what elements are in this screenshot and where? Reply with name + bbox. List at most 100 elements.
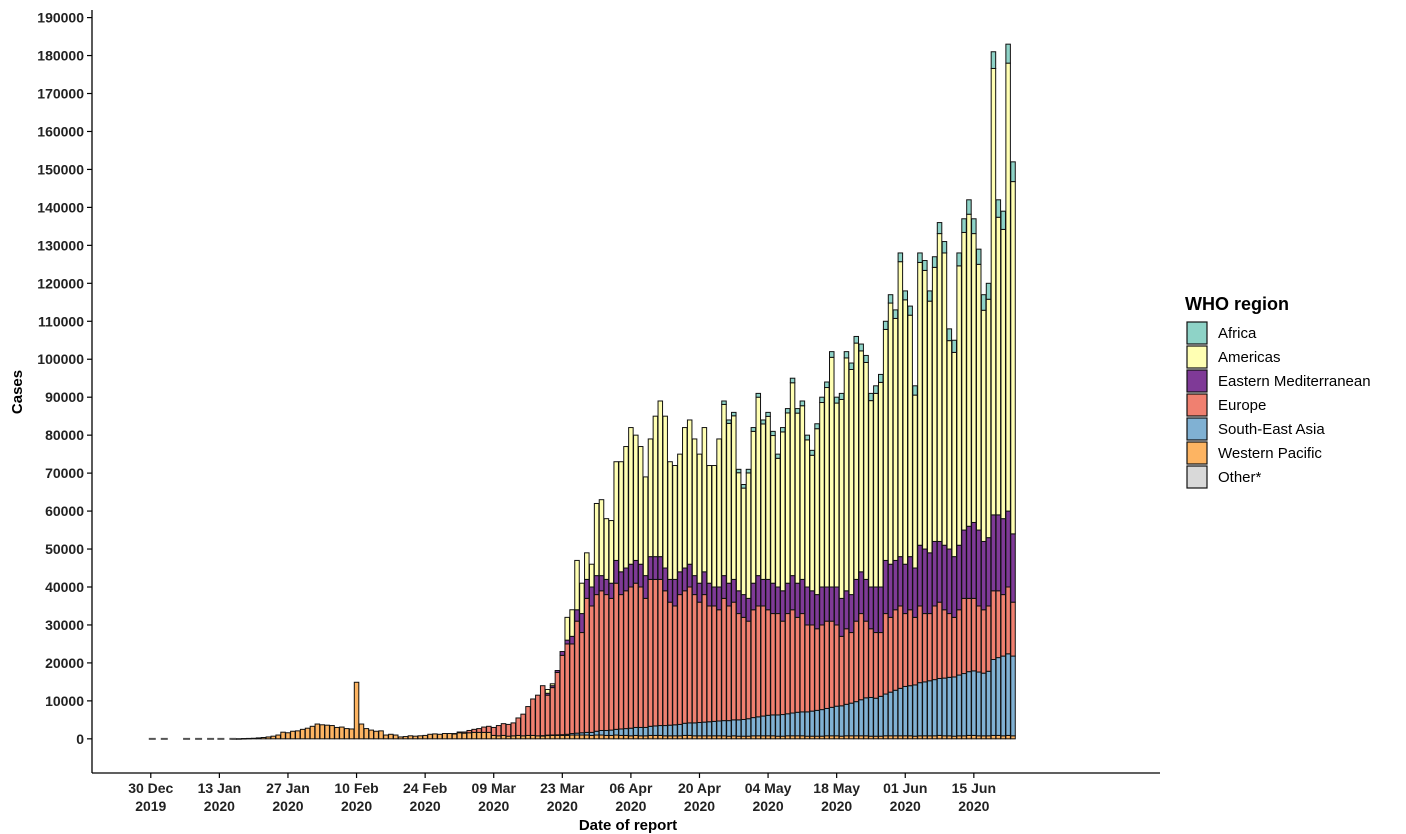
bar-americas bbox=[574, 559, 580, 611]
bar-africa bbox=[951, 339, 957, 353]
bar-south-east-asia bbox=[966, 671, 972, 736]
bar-europe bbox=[613, 582, 619, 730]
bar-americas bbox=[765, 415, 771, 580]
bar-south-east-asia bbox=[701, 721, 708, 737]
bar-europe bbox=[564, 643, 570, 735]
bar-western-pacific bbox=[603, 734, 610, 740]
bar-western-pacific bbox=[593, 734, 600, 740]
bar-europe bbox=[569, 643, 575, 735]
bar-south-east-asia bbox=[603, 729, 610, 736]
bar-south-east-asia bbox=[784, 713, 791, 737]
bar-south-east-asia bbox=[667, 724, 673, 737]
bar-americas bbox=[598, 499, 605, 577]
bar-western-pacific bbox=[686, 734, 693, 740]
bar-eastern-mediterranean bbox=[789, 575, 796, 611]
bar-europe bbox=[946, 613, 953, 678]
bar-eastern-mediterranean bbox=[922, 548, 928, 615]
bar-europe bbox=[726, 605, 732, 722]
bar-eastern-mediterranean bbox=[926, 552, 933, 615]
bar-eastern-mediterranean bbox=[843, 590, 850, 630]
bar-eastern-mediterranean bbox=[814, 594, 820, 630]
bar-americas bbox=[848, 368, 855, 596]
bar-south-east-asia bbox=[951, 676, 957, 737]
x-tick-label-year: 2020 bbox=[684, 798, 715, 814]
x-tick-label-year: 2020 bbox=[615, 798, 646, 814]
bar-africa bbox=[731, 411, 737, 417]
x-tick-label-year: 2019 bbox=[135, 798, 166, 814]
bar-south-east-asia bbox=[971, 670, 977, 736]
y-tick-label: 100000 bbox=[37, 351, 84, 367]
bar-europe bbox=[936, 601, 943, 679]
bar-south-east-asia bbox=[789, 712, 796, 737]
bar-europe bbox=[873, 632, 879, 699]
bar-eastern-mediterranean bbox=[887, 563, 894, 618]
bar-africa bbox=[833, 396, 840, 404]
bar-western-pacific bbox=[353, 681, 360, 740]
bar-europe bbox=[461, 731, 468, 734]
bar-europe bbox=[829, 620, 835, 708]
bar-americas bbox=[877, 381, 884, 588]
bar-western-pacific bbox=[995, 734, 1002, 740]
bar-eastern-mediterranean bbox=[750, 582, 757, 611]
bar-europe bbox=[637, 586, 644, 728]
bar-europe bbox=[897, 605, 904, 689]
bar-americas bbox=[593, 502, 600, 577]
legend-label: Africa bbox=[1218, 325, 1257, 342]
bar-europe bbox=[951, 616, 957, 678]
y-tick-label: 140000 bbox=[37, 199, 84, 215]
bar-europe bbox=[481, 726, 487, 733]
bar-americas bbox=[902, 299, 909, 565]
bar-africa bbox=[735, 468, 742, 474]
bar-americas bbox=[882, 328, 889, 561]
bar-americas bbox=[784, 412, 791, 584]
bar-africa bbox=[755, 392, 762, 398]
bar-western-pacific bbox=[314, 723, 321, 740]
bar-south-east-asia bbox=[735, 719, 742, 737]
bar-africa bbox=[775, 453, 781, 459]
bar-africa bbox=[892, 309, 899, 319]
bar-africa bbox=[936, 222, 943, 235]
bar-europe bbox=[608, 597, 615, 731]
bar-western-pacific bbox=[378, 730, 384, 740]
bar-europe bbox=[775, 613, 781, 716]
bar-eastern-mediterranean bbox=[603, 578, 610, 596]
bar-eastern-mediterranean bbox=[946, 548, 953, 615]
bar-europe bbox=[598, 590, 605, 731]
bar-americas bbox=[608, 520, 615, 584]
bar-africa bbox=[780, 427, 786, 433]
bar-south-east-asia bbox=[975, 671, 982, 737]
bar-europe bbox=[574, 620, 580, 734]
bar-western-pacific bbox=[515, 734, 521, 740]
bar-eastern-mediterranean bbox=[971, 521, 977, 599]
y-axis-ticks: 0 10000 20000 30000 40000 50000 60000 70000 8000… bbox=[37, 10, 92, 747]
bar-americas bbox=[647, 438, 654, 558]
bar-south-east-asia bbox=[598, 729, 605, 736]
bar-eastern-mediterranean bbox=[995, 514, 1002, 592]
bar-western-pacific bbox=[295, 730, 301, 740]
legend-items: Africa Americas Eastern Mediterranean Europ… bbox=[1186, 321, 1371, 489]
bar-western-pacific bbox=[437, 733, 443, 740]
bar-eastern-mediterranean bbox=[765, 578, 771, 611]
bar-south-east-asia bbox=[682, 722, 688, 736]
bar-europe bbox=[789, 609, 796, 714]
bar-europe bbox=[500, 723, 507, 736]
bar-western-pacific bbox=[255, 737, 262, 740]
bar-africa bbox=[863, 354, 869, 363]
bar-western-pacific bbox=[270, 735, 277, 740]
bar-eastern-mediterranean bbox=[985, 537, 992, 607]
bar-americas bbox=[682, 427, 688, 569]
bar-eastern-mediterranean bbox=[755, 575, 762, 607]
bar-europe bbox=[780, 620, 786, 716]
bar-western-pacific bbox=[647, 734, 654, 740]
bar-south-east-asia bbox=[912, 684, 918, 737]
bar-americas bbox=[584, 552, 590, 580]
bar-americas bbox=[838, 398, 845, 599]
bar-eastern-mediterranean bbox=[686, 563, 693, 588]
bar-europe bbox=[539, 685, 546, 737]
bar-eastern-mediterranean bbox=[716, 586, 722, 611]
bar-americas bbox=[745, 472, 752, 599]
bar-americas bbox=[1005, 62, 1011, 512]
bar-western-pacific bbox=[971, 734, 977, 740]
bar-americas bbox=[971, 233, 977, 523]
bar-western-pacific bbox=[290, 730, 296, 740]
